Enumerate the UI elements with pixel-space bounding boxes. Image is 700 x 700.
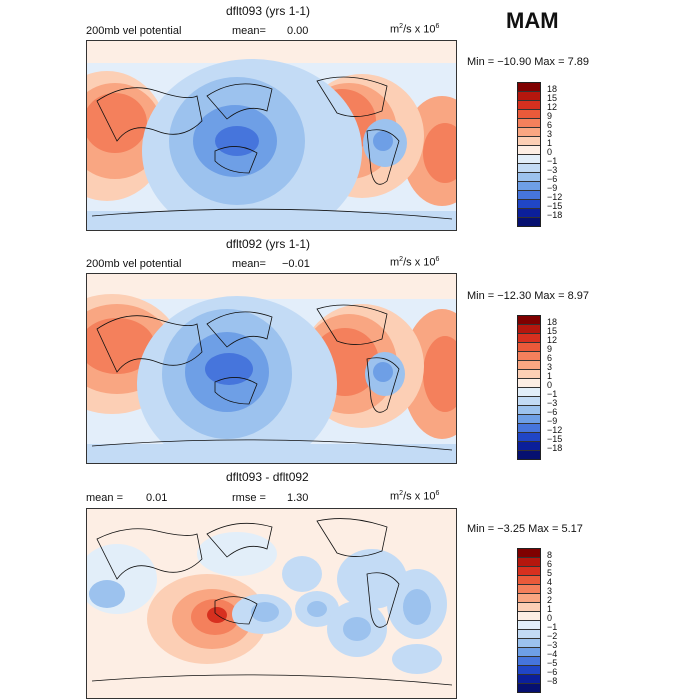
panel2-minmax: Min = −12.30 Max = 8.97 [467, 290, 589, 302]
colorbar-label: 18 [547, 317, 558, 327]
panel3-title: dflt093 - dflt092 [226, 470, 309, 484]
panel3-rmse-label: rmse = [232, 492, 266, 504]
colorbar-label: −15 [547, 434, 563, 444]
panel2-mean-label: mean= [232, 258, 266, 270]
colorbar-label: 1 [547, 138, 553, 148]
panel1-field-label: 200mb vel potential [86, 25, 182, 37]
colorbar-label: 6 [547, 353, 553, 363]
panel3-colorbar [517, 548, 541, 693]
panel1-colorbar [517, 82, 541, 227]
colorbar-label: 15 [547, 93, 558, 103]
panel2-mean-value: −0.01 [282, 258, 310, 270]
colorbar-label: 3 [547, 586, 553, 596]
panel2-contours [87, 274, 456, 463]
colorbar-label: −15 [547, 201, 563, 211]
season-label: MAM [506, 8, 559, 33]
colorbar-label: 15 [547, 326, 558, 336]
colorbar-label: −3 [547, 165, 558, 175]
colorbar-label: 2 [547, 595, 553, 605]
colorbar-label: −1 [547, 389, 558, 399]
panel1-contours [87, 41, 456, 230]
panel3-minmax: Min = −3.25 Max = 5.17 [467, 523, 583, 535]
colorbar-label: −18 [547, 210, 563, 220]
panel3-map [86, 508, 457, 699]
colorbar-label: −8 [547, 676, 558, 686]
colorbar-label: 0 [547, 380, 553, 390]
colorbar-label: −12 [547, 192, 563, 202]
colorbar-label: 3 [547, 129, 553, 139]
colorbar-label: −12 [547, 425, 563, 435]
colorbar-label: −6 [547, 174, 558, 184]
colorbar-label: −9 [547, 183, 558, 193]
colorbar-label: −3 [547, 398, 558, 408]
panel3-contours [87, 509, 456, 698]
colorbar-label: 8 [547, 550, 553, 560]
colorbar-label: −1 [547, 622, 558, 632]
panel1-units: m2/s x 106 [390, 23, 440, 36]
panel1-title: dflt093 (yrs 1-1) [226, 4, 311, 18]
colorbar-label: −18 [547, 443, 563, 453]
colorbar-label: 5 [547, 568, 553, 578]
panel2-field-label: 200mb vel potential [86, 258, 182, 270]
colorbar-label: −6 [547, 407, 558, 417]
colorbar-label: 1 [547, 371, 553, 381]
colorbar-label: −9 [547, 416, 558, 426]
panel2-map [86, 273, 457, 464]
colorbar-label: 0 [547, 147, 553, 157]
panel1-map [86, 40, 457, 231]
colorbar-label: −1 [547, 156, 558, 166]
panel3-units: m2/s x 106 [390, 490, 440, 503]
colorbar-label: −6 [547, 667, 558, 677]
panel1-minmax: Min = −10.90 Max = 7.89 [467, 56, 589, 68]
colorbar-label: 9 [547, 344, 553, 354]
colorbar-label: 6 [547, 120, 553, 130]
colorbar-label: 4 [547, 577, 553, 587]
colorbar-label: −2 [547, 631, 558, 641]
colorbar-label: 6 [547, 559, 553, 569]
colorbar-label: 12 [547, 102, 558, 112]
colorbar-label: 0 [547, 613, 553, 623]
panel2-colorbar [517, 315, 541, 460]
colorbar-label: 3 [547, 362, 553, 372]
colorbar-label: 18 [547, 84, 558, 94]
panel1-mean-label: mean= [232, 25, 266, 37]
panel3-rmse-value: 1.30 [287, 492, 309, 504]
colorbar-label: −4 [547, 649, 558, 659]
colorbar-label: −5 [547, 658, 558, 668]
panel3-mean-value: 0.01 [146, 492, 168, 504]
panel1-mean-value: 0.00 [287, 25, 309, 37]
panel3-mean-label: mean = [86, 492, 123, 504]
colorbar-label: 9 [547, 111, 553, 121]
colorbar-label: 1 [547, 604, 553, 614]
colorbar-label: 12 [547, 335, 558, 345]
panel2-title: dflt092 (yrs 1-1) [226, 237, 311, 251]
colorbar-label: −3 [547, 640, 558, 650]
panel2-units: m2/s x 106 [390, 256, 440, 269]
